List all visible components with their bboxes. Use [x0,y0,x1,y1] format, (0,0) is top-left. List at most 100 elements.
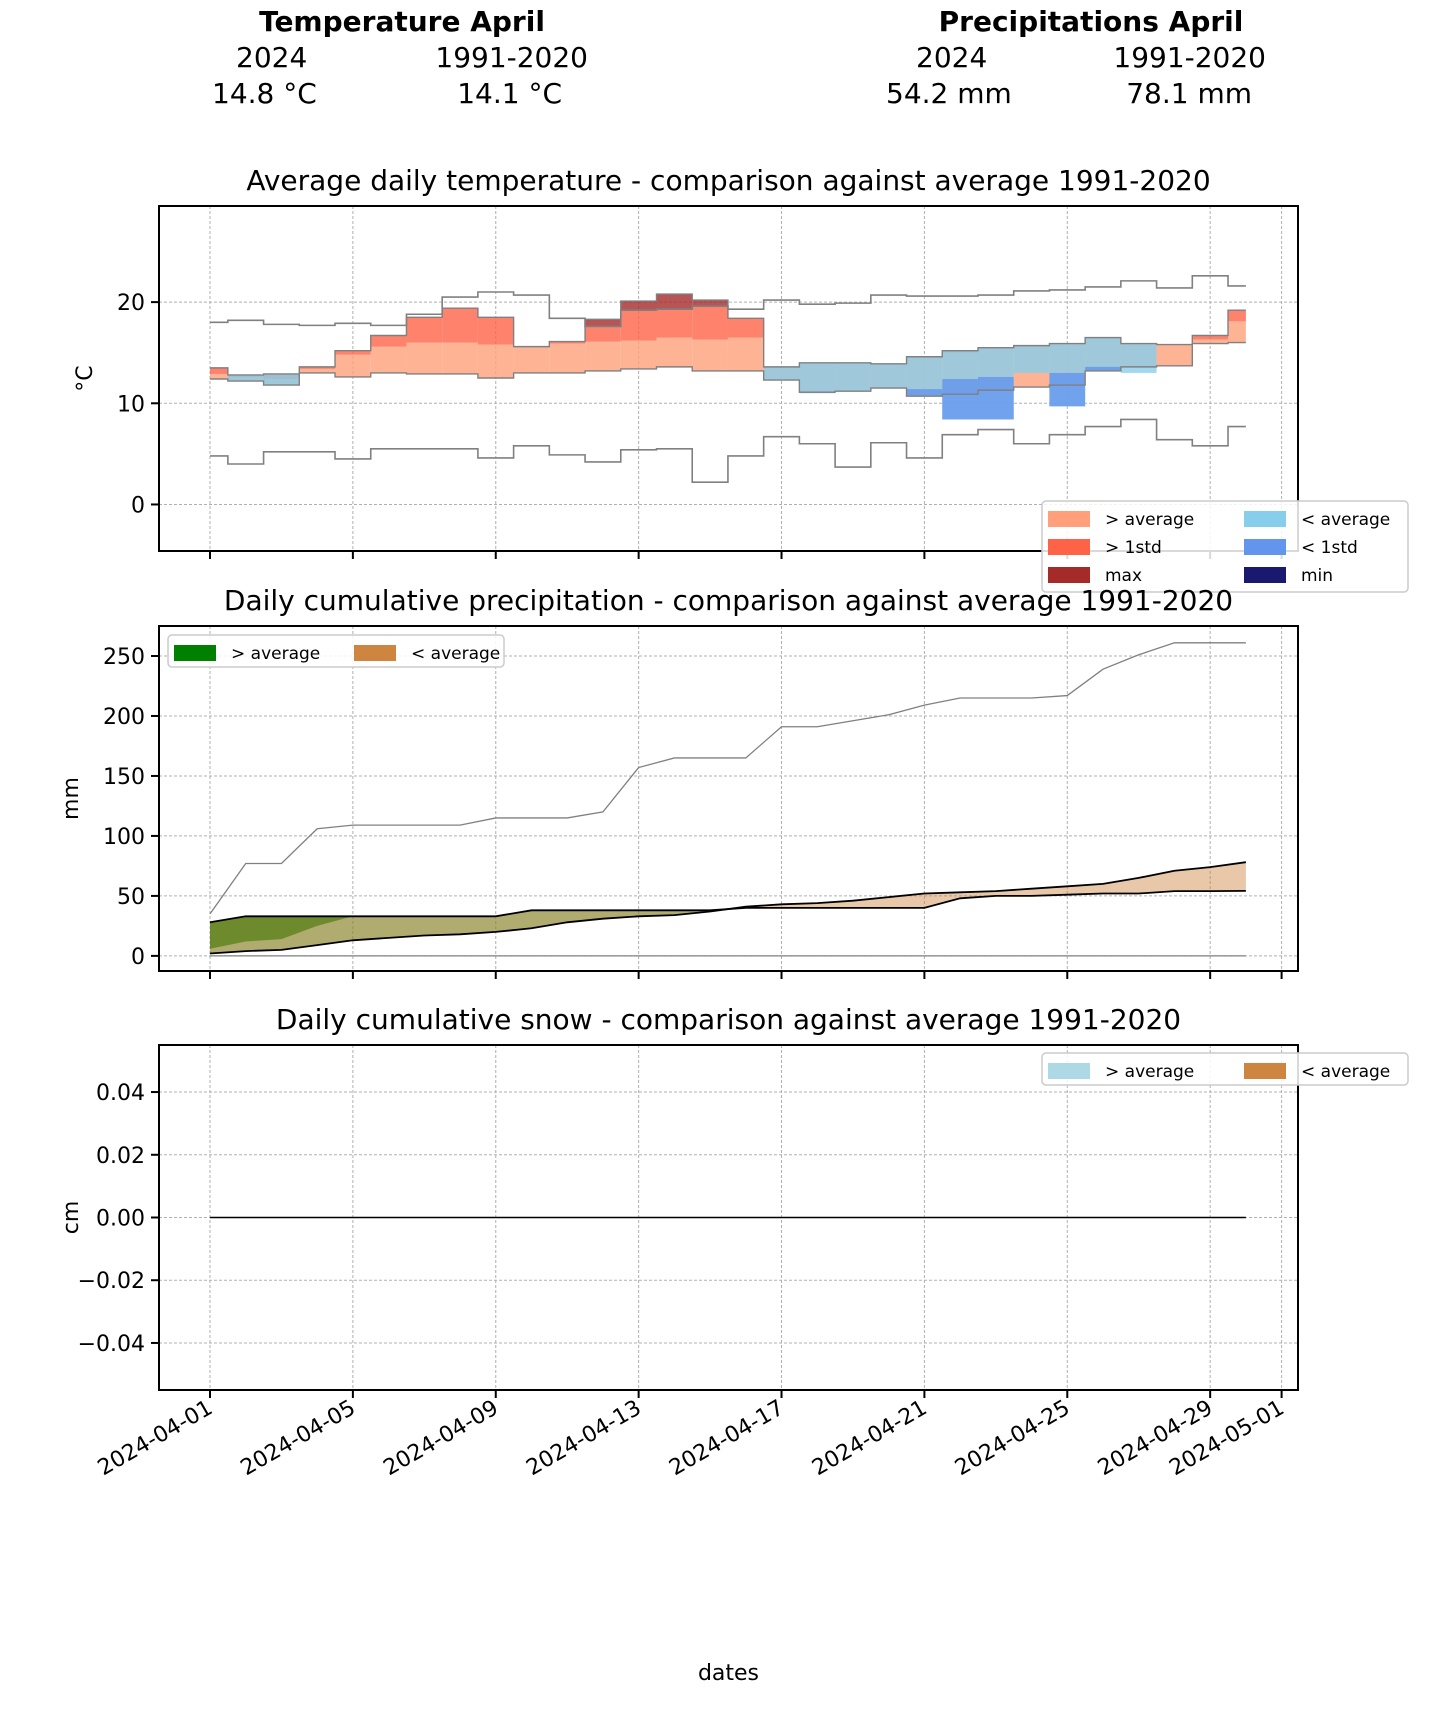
above-std-band [299,366,336,369]
max-line [209,642,1246,915]
below-average-band [1120,343,1157,373]
legend-label: > average [231,644,320,664]
precipitation-normal-label: 1991-2020 [1113,41,1266,74]
legend-swatch [174,645,216,661]
y-tick-label: 0.02 [96,1144,145,1169]
average-line [210,341,1246,397]
precipitation-2024-label: 2024 [916,41,988,74]
above-std-band [585,326,621,342]
above-average-band [442,342,478,374]
max-band [692,300,728,307]
above-average-band [406,342,443,374]
chart-panel-0: Average daily temperature - comparison a… [73,164,1409,593]
above-std-band [727,318,764,338]
legend-swatch [1244,567,1286,583]
temperature-summary-title: Temperature April [259,5,545,38]
above-std-band [477,317,514,345]
below-average-band [227,374,264,382]
legend-label: > 1std [1105,538,1162,558]
temperature-summary: Temperature April 2024 1991-2020 14.8 °C… [212,4,592,112]
x-tick-label: 2024-04-17 [665,1396,788,1482]
legend-swatch [354,645,396,661]
y-tick-label: 0.00 [96,1207,145,1232]
legend-swatch [1048,1063,1090,1079]
above-average-band [620,340,657,369]
y-tick-label: 0 [131,945,145,970]
legend-swatch [1048,511,1090,527]
x-tick-label: 2024-04-21 [808,1396,931,1482]
temperature-2024-value: 14.8 °C [212,77,317,110]
x-tick-label: 2024-04-13 [522,1396,645,1482]
above-average-band [549,343,586,373]
legend-swatch [1244,511,1286,527]
legend-swatch [1244,539,1286,555]
above-std-band [549,341,586,344]
above-average-band [1228,321,1246,343]
y-tick-label: 0.04 [96,1081,145,1106]
above-std-band [1228,310,1246,322]
precipitation-summary: Precipitations April 2024 1991-2020 54.2… [886,4,1296,112]
above-average-band [299,368,336,373]
below-std-band [906,389,943,397]
above-std-band [210,367,228,374]
below-std-band [942,379,978,420]
above-std-band [370,335,407,347]
plot-frame [158,205,1299,552]
x-tick-label: 2024-04-09 [380,1396,503,1482]
above-average-band [692,339,728,371]
below-average-band [763,366,800,381]
observed-2024-line [210,293,1246,376]
legend-label: < average [411,644,500,664]
legend-box [1041,1052,1409,1086]
x-axis-label: dates [698,1661,759,1686]
y-tick-label: 50 [117,885,145,910]
chart-panel-2: Daily cumulative snow - comparison again… [59,1003,1409,1686]
y-tick-label: −0.02 [78,1269,145,1294]
legend-label: > average [1105,1062,1194,1082]
temperature-2024-label: 2024 [236,41,308,74]
y-tick-label: 100 [103,825,145,850]
y-tick-label: 150 [103,765,145,790]
below-std-band [977,376,1014,420]
above-std-band [442,308,478,343]
max-band [585,319,621,327]
above-std-band [692,306,728,340]
below-average-band [1085,337,1121,371]
above-std-band [1192,335,1229,340]
legend-swatch [1048,539,1090,555]
above-average-band [513,346,550,373]
legend-label: < average [1301,510,1390,530]
legend-swatch [1048,567,1090,583]
legend-label: > average [1105,510,1194,530]
y-tick-label: 20 [117,291,145,316]
below-std-band [1085,366,1121,371]
chart-panel-1: Daily cumulative precipitation - compari… [59,584,1299,979]
y-axis-label: cm [59,1201,84,1235]
x-tick-label: 2024-04-25 [951,1396,1074,1482]
precipitation-normal-value: 78.1 mm [1126,77,1252,110]
below-std-band [1049,372,1086,407]
legend-box [167,634,505,668]
above-average-band [477,344,514,378]
chart-title: Daily cumulative precipitation - compari… [224,584,1233,617]
above-average-band [1156,344,1193,366]
max-band [620,301,657,311]
average-line [209,861,1247,955]
above-average-band [370,346,407,373]
above-average-area [210,862,1246,954]
min-line [210,418,1246,484]
y-tick-label: 250 [103,645,145,670]
legend-swatch [1244,1063,1286,1079]
legend-label: min [1301,566,1333,586]
legend-label: < 1std [1301,538,1358,558]
above-average-band [1192,339,1229,344]
above-std-band [406,317,443,343]
above-average-band [210,373,228,380]
y-tick-label: −0.04 [78,1332,145,1357]
precipitation-summary-title: Precipitations April [938,5,1244,38]
chart-title: Average daily temperature - comparison a… [246,164,1210,197]
legend-box [1041,500,1409,593]
y-tick-label: 200 [103,705,145,730]
above-std-band [656,309,693,338]
above-average-band [585,341,621,371]
